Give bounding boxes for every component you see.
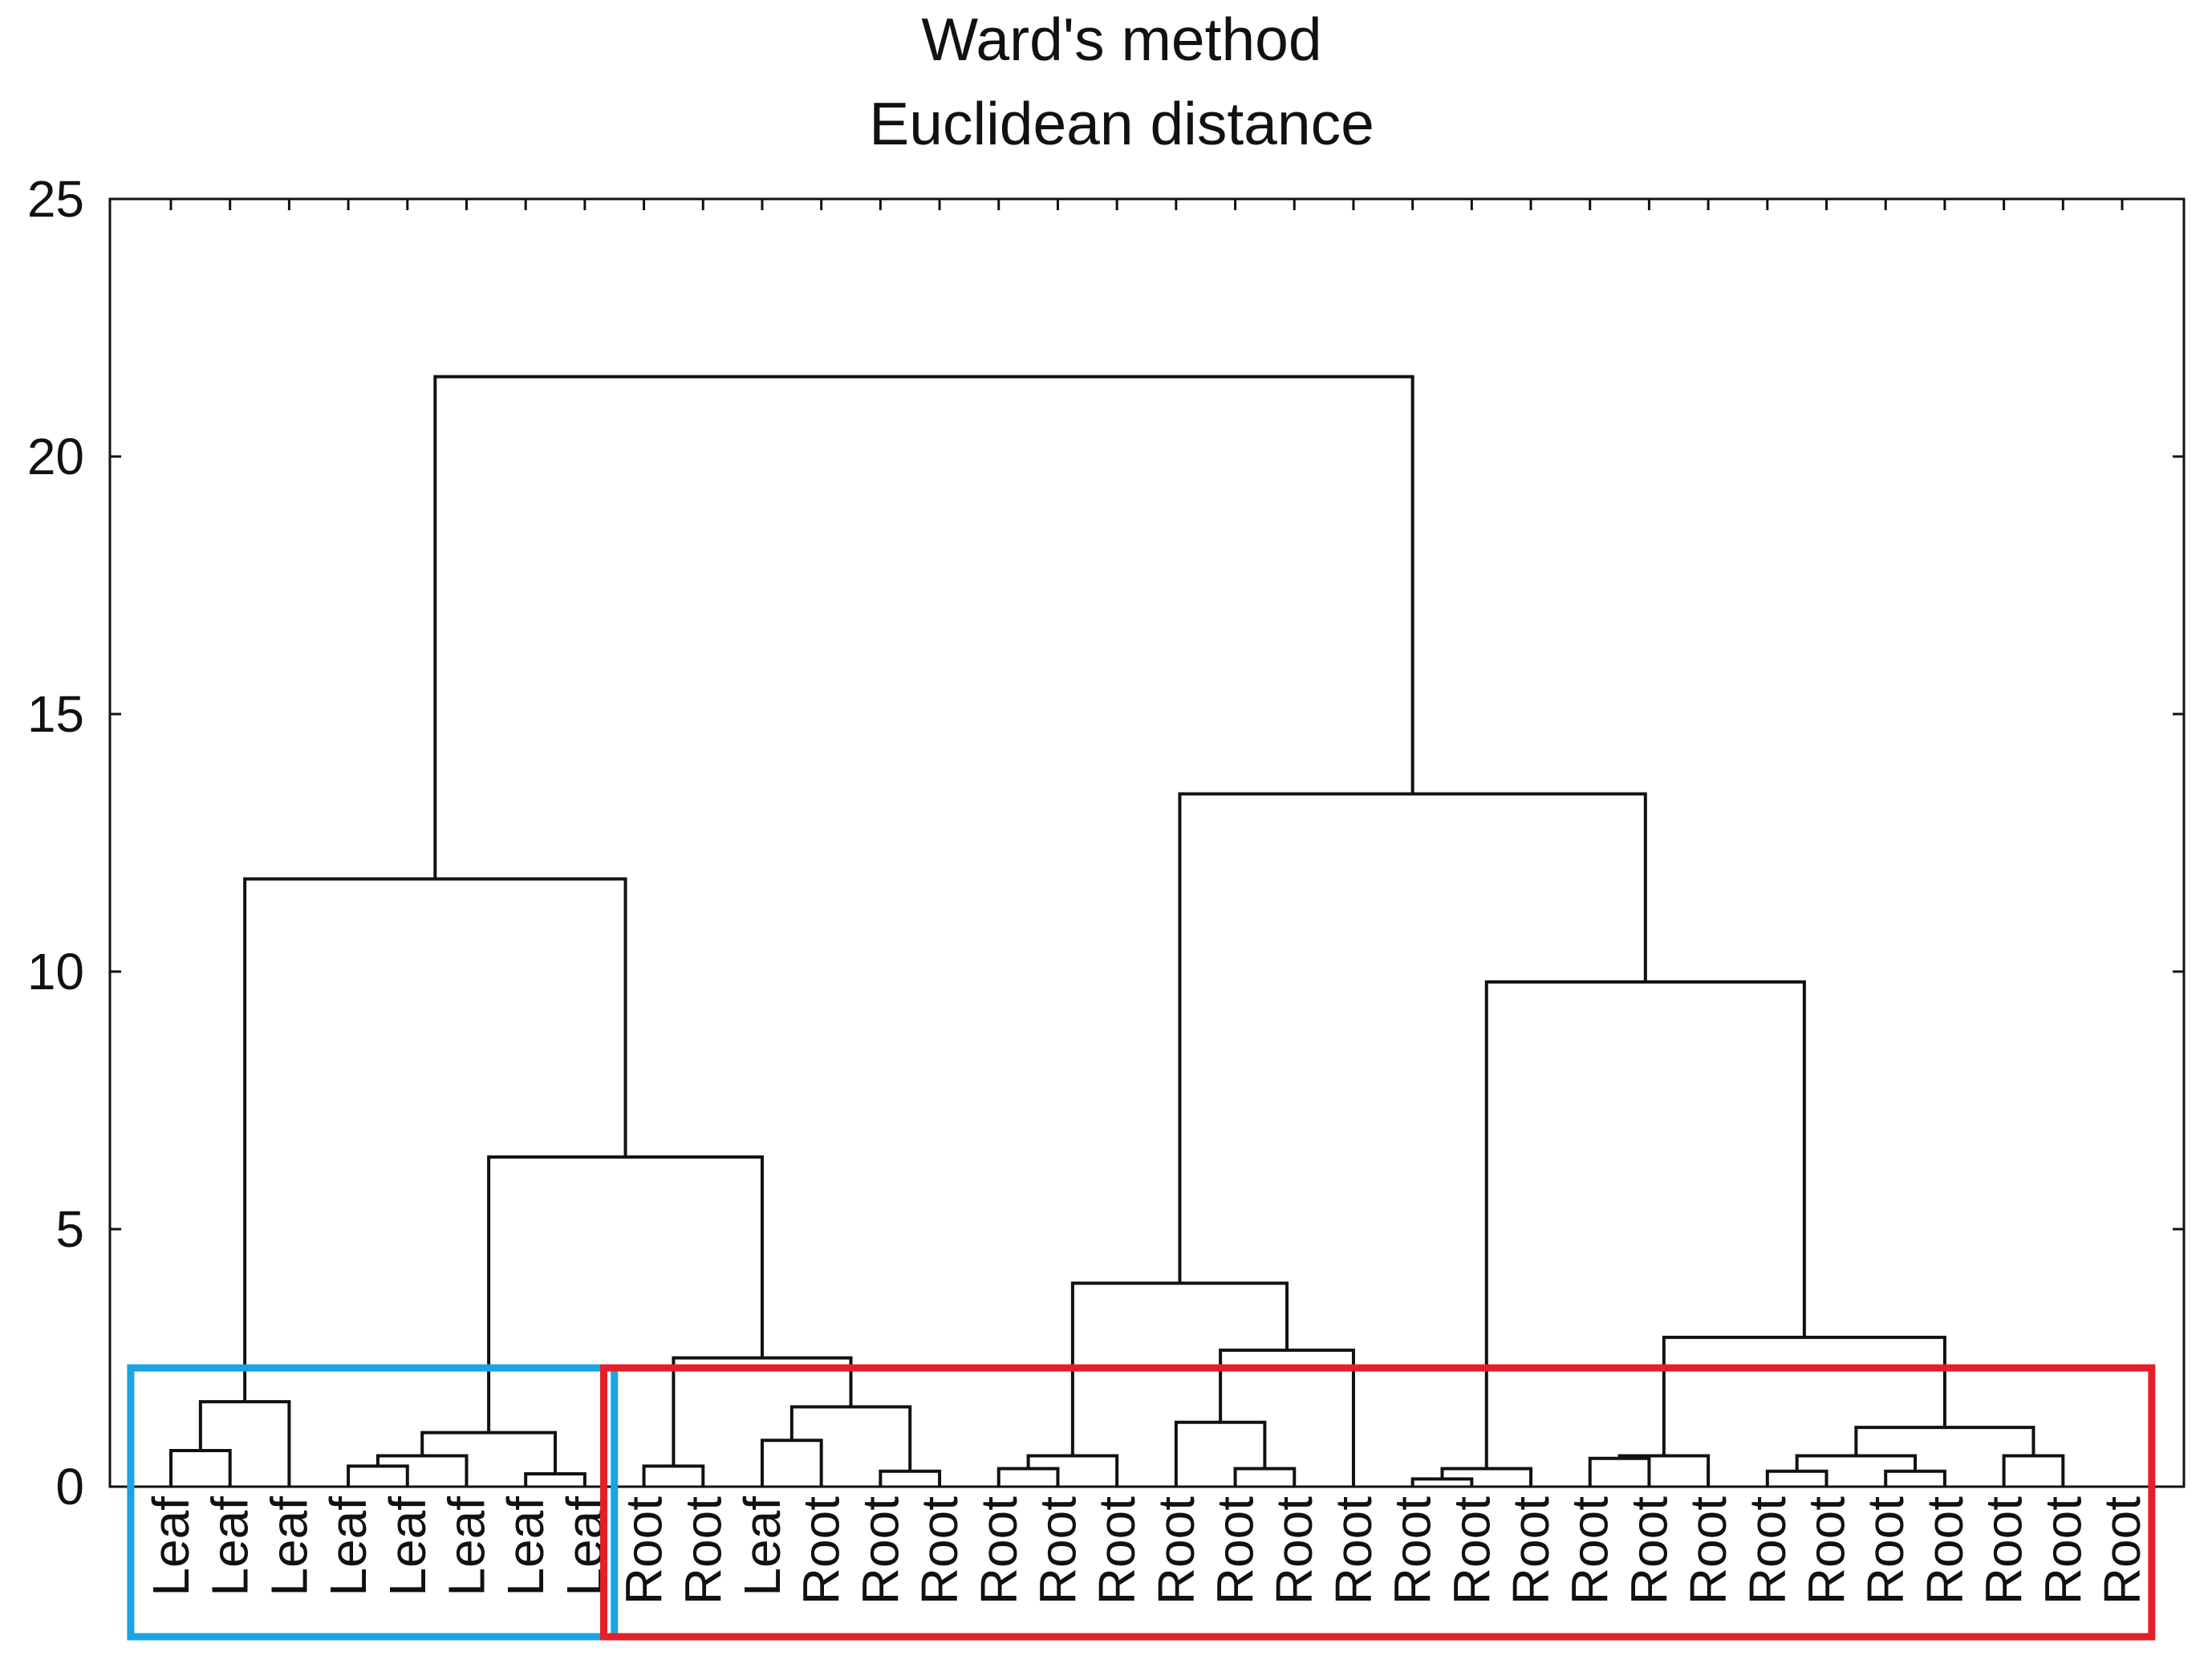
dendrogram-links bbox=[169, 375, 2065, 1487]
leaf-label: Root bbox=[2093, 1496, 2151, 1605]
leaf-cluster-box bbox=[127, 1364, 619, 1641]
y-tick-label: 25 bbox=[27, 170, 84, 228]
dendrogram-link bbox=[1484, 980, 1806, 1469]
leaf-label: Root bbox=[1620, 1496, 1678, 1605]
dendrogram-link bbox=[1026, 1454, 1119, 1487]
dendrogram-link bbox=[760, 1439, 823, 1487]
leaf-label: Root bbox=[674, 1496, 732, 1605]
leaf-label: Root bbox=[1561, 1496, 1619, 1605]
leaf-label: Root bbox=[1798, 1496, 1856, 1605]
leaf-label: Leaf bbox=[437, 1496, 495, 1597]
dendrogram-link bbox=[375, 1454, 469, 1487]
leaf-label: Root bbox=[615, 1496, 673, 1605]
y-tick-label: 5 bbox=[55, 1200, 84, 1258]
leaf-label: Root bbox=[1207, 1496, 1264, 1605]
cluster-boxes bbox=[127, 1364, 2156, 1641]
dendrogram-link bbox=[487, 1155, 764, 1433]
leaf-label: Leaf bbox=[142, 1496, 200, 1597]
dendrogram-link bbox=[1662, 1335, 1946, 1456]
dendrogram-link bbox=[1795, 1454, 1918, 1471]
leaf-label: Root bbox=[1443, 1496, 1500, 1605]
y-tick-labels: 0 5 10 15 20 25 bbox=[27, 170, 84, 1516]
leaf-label: Root bbox=[1325, 1496, 1382, 1605]
chart-subtitle: Euclidean distance bbox=[869, 90, 1374, 157]
dendrogram-link bbox=[2002, 1454, 2065, 1487]
leaf-label: Root bbox=[1502, 1496, 1560, 1605]
dendrogram-link bbox=[524, 1471, 586, 1487]
y-tick-label: 20 bbox=[27, 428, 84, 485]
leaf-label: Root bbox=[2034, 1496, 2092, 1605]
leaf-label: Root bbox=[1857, 1496, 1914, 1605]
dendrogram-link bbox=[347, 1464, 409, 1487]
leaf-label: Root bbox=[1679, 1496, 1737, 1605]
leaf-label: Leaf bbox=[201, 1496, 259, 1597]
dendrogram-link bbox=[1233, 1467, 1297, 1487]
y-tick-label: 15 bbox=[27, 685, 84, 743]
leaf-label: Root bbox=[911, 1496, 968, 1605]
dendrogram-link bbox=[1884, 1469, 1946, 1487]
leaf-label: Leaf bbox=[379, 1496, 436, 1597]
dendrogram-link bbox=[1854, 1426, 2035, 1456]
dendrogram-link bbox=[1765, 1469, 1828, 1487]
leaf-label: Root bbox=[1916, 1496, 1974, 1605]
dendrogram-link bbox=[433, 375, 1414, 879]
leaf-label: Root bbox=[851, 1496, 909, 1605]
chart-title: Ward's method bbox=[921, 6, 1321, 73]
dendrogram-link bbox=[198, 1400, 291, 1487]
leaf-label: Root bbox=[1265, 1496, 1323, 1605]
dendrogram-link bbox=[1617, 1454, 1711, 1487]
leaf-label: Leaf bbox=[497, 1496, 554, 1597]
root-cluster-box bbox=[599, 1364, 2156, 1641]
leaf-label: Leaf bbox=[733, 1496, 791, 1597]
dendrogram-link bbox=[1178, 792, 1647, 1284]
dendrogram-link bbox=[996, 1467, 1060, 1487]
dendrogram-link bbox=[420, 1431, 558, 1474]
dendrogram-link bbox=[642, 1464, 705, 1487]
axis-ticks bbox=[110, 197, 2184, 1488]
dendrogram-link bbox=[1588, 1456, 1651, 1487]
dendrogram-link bbox=[1174, 1420, 1267, 1487]
y-tick-label: 10 bbox=[27, 943, 84, 1000]
dendrogram-link bbox=[243, 877, 627, 1402]
dendrogram-link bbox=[879, 1469, 942, 1487]
leaf-label: Root bbox=[1088, 1496, 1146, 1605]
leaf-label: Root bbox=[1975, 1496, 2033, 1605]
leaf-label: Root bbox=[1147, 1496, 1205, 1605]
leaf-label: Leaf bbox=[260, 1496, 318, 1597]
leaf-label: Root bbox=[1029, 1496, 1086, 1605]
leaf-label: Root bbox=[970, 1496, 1028, 1605]
plot-frame bbox=[108, 197, 2186, 1488]
leaf-label: Root bbox=[1739, 1496, 1796, 1605]
leaf-label: Root bbox=[793, 1496, 850, 1605]
y-tick-label: 0 bbox=[55, 1458, 84, 1516]
dendrogram-link bbox=[169, 1449, 232, 1487]
leaf-label: Leaf bbox=[319, 1496, 377, 1597]
leaf-labels: Leaf Leaf Leaf Leaf Leaf Leaf Leaf Leaf Root Root… bbox=[142, 1496, 2151, 1605]
leaf-label: Root bbox=[1384, 1496, 1442, 1605]
